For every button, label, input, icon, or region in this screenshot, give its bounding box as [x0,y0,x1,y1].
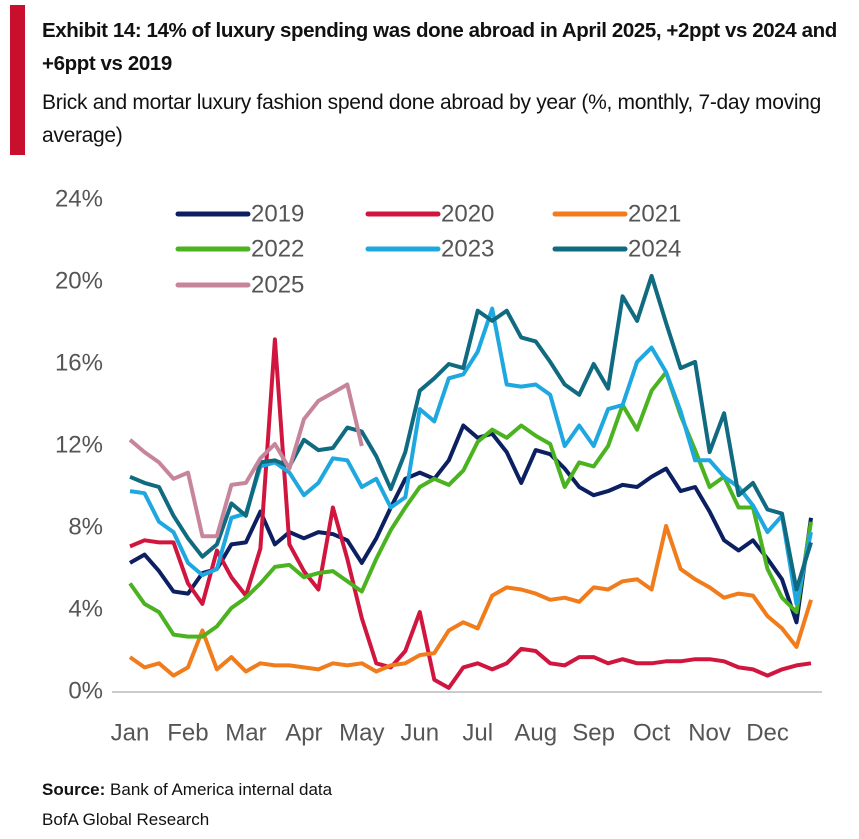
legend-label: 2022 [251,235,304,262]
y-tick-label: 0% [68,677,103,704]
x-tick-label: Sep [572,719,615,746]
x-tick-label: Apr [285,719,322,746]
x-tick-label: Jan [111,719,150,746]
legend-label: 2023 [441,235,494,262]
chart-title: Exhibit 14: 14% of luxury spending was d… [42,19,837,75]
source-label: Source: [42,780,106,799]
series-line [128,524,813,678]
y-tick-label: 24% [55,185,103,212]
y-tick-label: 8% [68,513,103,540]
x-tick-label: Jun [400,719,439,746]
x-tick-label: Aug [514,719,557,746]
x-tick-label: Jul [462,719,493,746]
chart-subtitle: Brick and mortar luxury fashion spend do… [42,91,821,147]
series-line [129,273,813,592]
legend-label: 2025 [251,271,304,298]
x-tick-label: Dec [746,719,789,746]
legend-label: 2021 [628,200,681,227]
publisher: BofA Global Research [42,810,210,829]
series-line [128,370,813,639]
legend-label: 2024 [628,235,681,262]
x-tick-label: Feb [167,719,208,746]
y-tick-label: 4% [68,595,103,622]
y-tick-label: 12% [55,431,103,458]
y-tick-label: 20% [55,267,103,294]
legend-label: 2020 [441,200,494,227]
x-tick-label: Mar [225,719,266,746]
series-line [129,337,812,690]
series-line [129,423,813,625]
series-line [128,382,364,539]
y-tick-label: 16% [55,349,103,376]
source-text: Bank of America internal data [110,780,333,799]
x-tick-label: Oct [633,719,671,746]
x-tick-label: May [339,719,384,746]
x-tick-label: Nov [688,719,731,746]
source: Source: Bank of America internal data [42,780,332,800]
chart: 0% 4% 8% 12% 16% 20% 24% Jan Feb Mar Apr May Jun Jul A… [55,185,822,746]
accent-bar [10,5,25,155]
legend-label: 2019 [251,200,304,227]
